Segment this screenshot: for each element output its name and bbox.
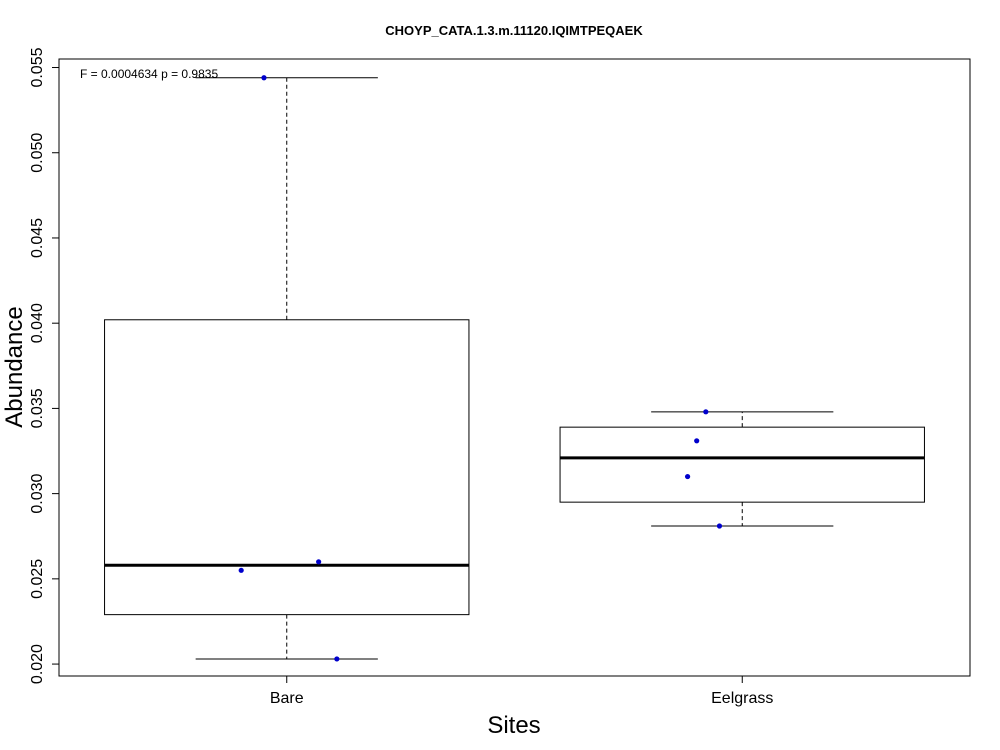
chart-title: CHOYP_CATA.1.3.m.11120.IQIMTPEQAEK xyxy=(385,23,643,38)
y-tick-label: 0.035 xyxy=(29,388,46,428)
data-point xyxy=(261,75,267,81)
y-axis: 0.020 0.025 0.030 0.035 0.040 0.045 0.050 0.055 xyxy=(29,47,60,684)
y-tick-label: 0.055 xyxy=(29,47,46,87)
stats-annotation: F = 0.0004634 p = 0.9835 xyxy=(80,67,218,81)
y-tick-label: 0.030 xyxy=(29,474,46,514)
data-point xyxy=(334,656,340,662)
iqr-box xyxy=(559,426,925,503)
x-axis-label: Sites xyxy=(487,712,540,739)
boxes xyxy=(104,77,925,660)
data-points xyxy=(238,75,723,662)
data-point xyxy=(316,559,322,565)
y-axis-label: Abundance xyxy=(1,306,28,427)
x-axis: Bare Eelgrass xyxy=(270,675,773,707)
data-point xyxy=(703,409,709,415)
y-tick-label: 0.050 xyxy=(29,133,46,173)
y-tick-label: 0.040 xyxy=(29,303,46,343)
data-point xyxy=(694,438,700,444)
data-point xyxy=(238,567,244,573)
iqr-box xyxy=(104,319,470,616)
x-tick-label: Bare xyxy=(270,690,304,707)
data-point xyxy=(684,473,691,480)
box-eelgrass xyxy=(559,411,925,527)
box-bare xyxy=(104,77,470,660)
data-point xyxy=(716,523,723,529)
y-tick-label: 0.020 xyxy=(29,644,46,684)
y-tick-label: 0.025 xyxy=(29,559,46,599)
y-tick-label: 0.045 xyxy=(29,218,46,258)
x-tick-label: Eelgrass xyxy=(711,690,773,707)
